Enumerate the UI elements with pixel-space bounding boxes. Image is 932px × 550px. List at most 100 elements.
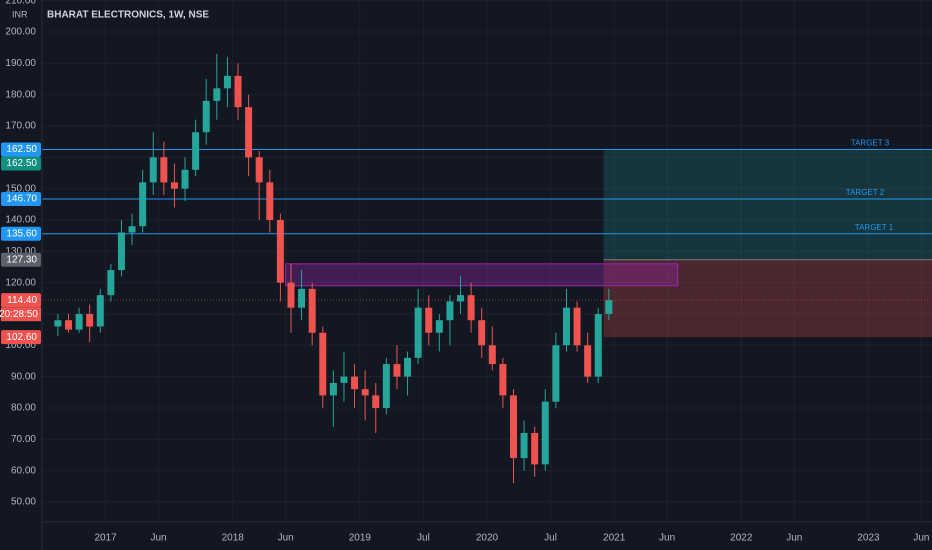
- stop-zone: [603, 259, 932, 338]
- y-tick-label: 90.00: [11, 371, 36, 382]
- y-tick-label: 120.00: [5, 277, 36, 288]
- price-label: 135.60: [6, 228, 37, 239]
- candle-body: [255, 157, 263, 183]
- candle-body: [340, 376, 348, 383]
- candle-body: [520, 433, 528, 459]
- target-label: TARGET 1: [855, 223, 894, 232]
- candle-body: [425, 307, 433, 333]
- resistance-zone: [285, 263, 679, 287]
- price-label: 146.70: [6, 194, 37, 205]
- candle-body: [54, 320, 62, 327]
- candle-body: [361, 389, 369, 396]
- chart-title: BHARAT ELECTRONICS, 1W, NSE: [47, 10, 209, 21]
- candle-body: [351, 376, 359, 390]
- price-label: 162.50: [6, 158, 37, 169]
- candle-body: [552, 345, 560, 402]
- price-label: 114.40: [7, 295, 37, 306]
- candle-body: [414, 307, 422, 358]
- candle-body: [117, 232, 125, 271]
- x-tick-label: 2018: [222, 533, 245, 544]
- price-label-bg: [1, 156, 41, 171]
- candle-body: [139, 182, 147, 227]
- candle-body: [202, 100, 210, 133]
- candle-body: [86, 313, 94, 327]
- x-tick-label: 2021: [603, 533, 626, 544]
- candle-body: [308, 288, 316, 333]
- price-label: 127.30: [6, 254, 37, 265]
- y-tick-label: 80.00: [11, 403, 36, 414]
- x-tick-label: Jun: [786, 533, 802, 544]
- candle-body: [541, 401, 549, 465]
- price-label-bg: [1, 142, 41, 157]
- candle-body: [96, 295, 104, 327]
- candle-body: [319, 332, 327, 396]
- candle-body: [499, 364, 507, 396]
- candle-body: [457, 295, 465, 302]
- candle-body: [128, 226, 136, 233]
- candle-body: [75, 313, 83, 330]
- price-label: 162.50: [6, 144, 37, 155]
- y-tick-label: 190.00: [5, 58, 36, 69]
- x-tick-label: Jun: [659, 533, 675, 544]
- x-tick-label: 2022: [730, 533, 753, 544]
- y-tick-label: 180.00: [5, 89, 36, 100]
- candle-body: [245, 107, 253, 158]
- candle-body: [329, 382, 337, 396]
- candle-body: [372, 395, 380, 408]
- candle-body: [149, 157, 157, 183]
- y-tick-label: 70.00: [11, 434, 36, 445]
- x-tick-label: 2017: [94, 533, 117, 544]
- y-tick-label: 130.00: [5, 246, 36, 257]
- candle-body: [562, 307, 570, 346]
- candle-body: [404, 357, 412, 377]
- candle-body: [382, 364, 390, 408]
- x-tick-label: Jun: [913, 533, 929, 544]
- x-tick-label: 2023: [857, 533, 880, 544]
- target-zone: [603, 149, 932, 260]
- candle-body: [170, 182, 178, 189]
- y-tick-label: 140.00: [5, 215, 36, 226]
- candle-body: [594, 313, 602, 377]
- candle-body: [192, 132, 200, 170]
- target-label: TARGET 3: [851, 139, 890, 148]
- y-tick-label: 100.00: [5, 340, 36, 351]
- target-label: TARGET 2: [846, 188, 885, 197]
- y-tick-label: 170.00: [5, 121, 36, 132]
- candle-body: [160, 157, 168, 183]
- candle-body: [223, 75, 231, 89]
- candle-body: [64, 320, 72, 330]
- y-tick-label: 60.00: [11, 465, 36, 476]
- price-label-bg: [1, 252, 41, 267]
- y-tick-label: 210.00: [5, 0, 36, 6]
- candle-body: [276, 219, 284, 283]
- y-tick-label: 50.00: [11, 497, 36, 508]
- y-tick-label: 150.00: [5, 183, 36, 194]
- price-label-bg: [1, 293, 41, 308]
- price-label: 102.60: [6, 332, 37, 343]
- price-label-bg: [1, 330, 41, 345]
- candle-body: [181, 169, 189, 189]
- y-tick-label: 200.00: [5, 27, 36, 38]
- x-tick-label: 2020: [476, 533, 499, 544]
- candle-body: [488, 345, 496, 365]
- candle-body: [234, 75, 242, 108]
- candle-body: [467, 295, 475, 321]
- currency: INR: [12, 9, 28, 19]
- candle-body: [107, 270, 115, 296]
- candle-body: [509, 395, 517, 459]
- candle-body: [446, 301, 454, 321]
- candle-body: [393, 364, 401, 377]
- x-tick-label: Jul: [544, 533, 557, 544]
- countdown-bg: [1, 307, 41, 322]
- candle-body: [266, 182, 274, 220]
- countdown: 20:28:50: [0, 309, 38, 320]
- candle-body: [584, 345, 592, 377]
- candle-body: [287, 282, 295, 308]
- candle-body: [213, 88, 221, 101]
- x-tick-label: Jun: [150, 533, 166, 544]
- x-tick-label: Jul: [417, 533, 430, 544]
- x-tick-label: Jun: [278, 533, 294, 544]
- price-label-bg: [1, 191, 41, 206]
